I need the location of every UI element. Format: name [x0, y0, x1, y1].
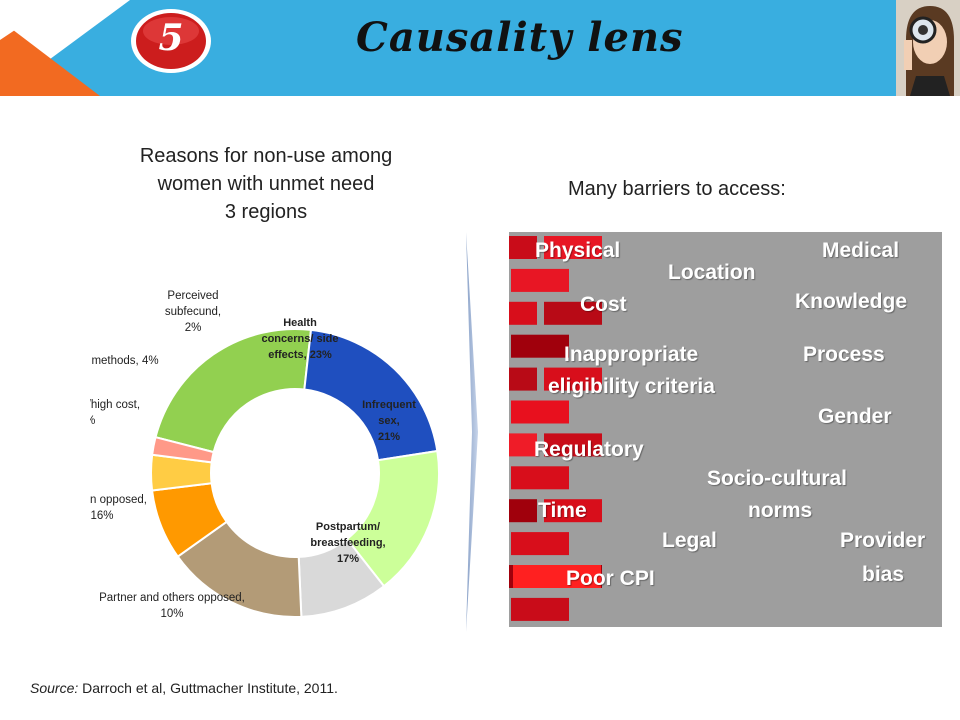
barrier-regulatory: Regulatory — [534, 438, 644, 461]
donut-labels: Health concerns/ side effects, 23% Infreque… — [90, 290, 416, 620]
donut-chart: Health concerns/ side effects, 23% Infreque… — [90, 290, 440, 620]
brick — [544, 301, 602, 325]
slice-label-infrequent-sex: Infrequent sex, 21% — [362, 399, 416, 443]
wall-title: Many barriers to access: — [568, 178, 786, 200]
brick — [511, 597, 569, 621]
brick — [509, 433, 537, 457]
barrier-eligibility-criteria: eligibility criteria — [548, 375, 715, 398]
barrier-inappropriate: Inappropriate — [564, 343, 699, 366]
brick — [544, 499, 602, 523]
slice-label-partner-opposed: Partner and others opposed, 10% — [99, 592, 245, 620]
barrier-time: Time — [538, 499, 587, 522]
barrier-cost: Cost — [580, 293, 627, 316]
slice-label-postpartum: Postpartum/breastfeeding, 17% — [310, 521, 385, 565]
brick-wall — [509, 232, 942, 627]
header-decoration — [0, 0, 130, 96]
chart-title-line-3: 3 regions — [224, 201, 308, 223]
brick — [544, 367, 602, 391]
slice-label-perceived-subfecund: Perceived subfecund, 2% — [165, 290, 221, 334]
barrier-legal: Legal — [662, 529, 717, 552]
brick — [511, 334, 569, 358]
brick — [509, 367, 537, 391]
donut-slices — [150, 328, 440, 618]
barrier-knowledge: Knowledge — [795, 290, 908, 313]
slice-health-concerns — [154, 328, 313, 454]
slide-title: Causality lens — [356, 14, 684, 61]
slice-label-woman-opposed: Woman opposed,16% — [90, 494, 147, 522]
brick — [511, 466, 569, 490]
barrier-location: Location — [668, 261, 756, 284]
brick — [544, 236, 602, 259]
barrier-socio-cultural: Socio-cultural — [707, 467, 848, 490]
slide-number-badge — [131, 9, 211, 73]
slide-number: 5 — [158, 17, 184, 59]
brick — [509, 499, 537, 523]
brick — [511, 268, 569, 292]
barrier-bias: bias — [862, 563, 905, 586]
brick — [509, 236, 537, 259]
barrier-provider: Provider — [840, 529, 926, 552]
brick — [511, 400, 569, 424]
brick — [509, 301, 537, 325]
chart-title-line-2: women with unmet need — [157, 173, 375, 195]
barrier-poor-cpi: Poor CPI — [566, 567, 655, 590]
slice-label-health-concerns: Health concerns/ side effects, 23% — [261, 317, 338, 361]
source-citation: Source: Darroch et al, Guttmacher Instit… — [30, 680, 338, 696]
wall-mortar — [509, 232, 942, 627]
brick — [511, 532, 569, 556]
brick-highlight — [513, 565, 601, 588]
barrier-physical: Physical — [535, 239, 621, 262]
divider-arrow — [466, 232, 478, 632]
slice-label-unaware: Unaware of methods, 4% — [90, 355, 159, 367]
chart-title: Reasons for non-use among women with unm… — [96, 142, 436, 226]
chart-title-line-1: Reasons for non-use among — [139, 145, 393, 167]
source-text: Darroch et al, Guttmacher Institute, 201… — [78, 680, 338, 696]
magnifier-person-icon — [896, 0, 960, 96]
slice-label-no-access: No access/high cost,8% — [90, 399, 140, 427]
brick — [544, 433, 602, 457]
source-label: Source: — [30, 680, 79, 696]
barrier-medical: Medical — [822, 239, 900, 262]
slice-perceived-subfecund — [151, 435, 215, 464]
barrier-norms: norms — [748, 499, 813, 522]
barrier-process: Process — [803, 343, 885, 366]
barrier-gender: Gender — [818, 405, 892, 428]
